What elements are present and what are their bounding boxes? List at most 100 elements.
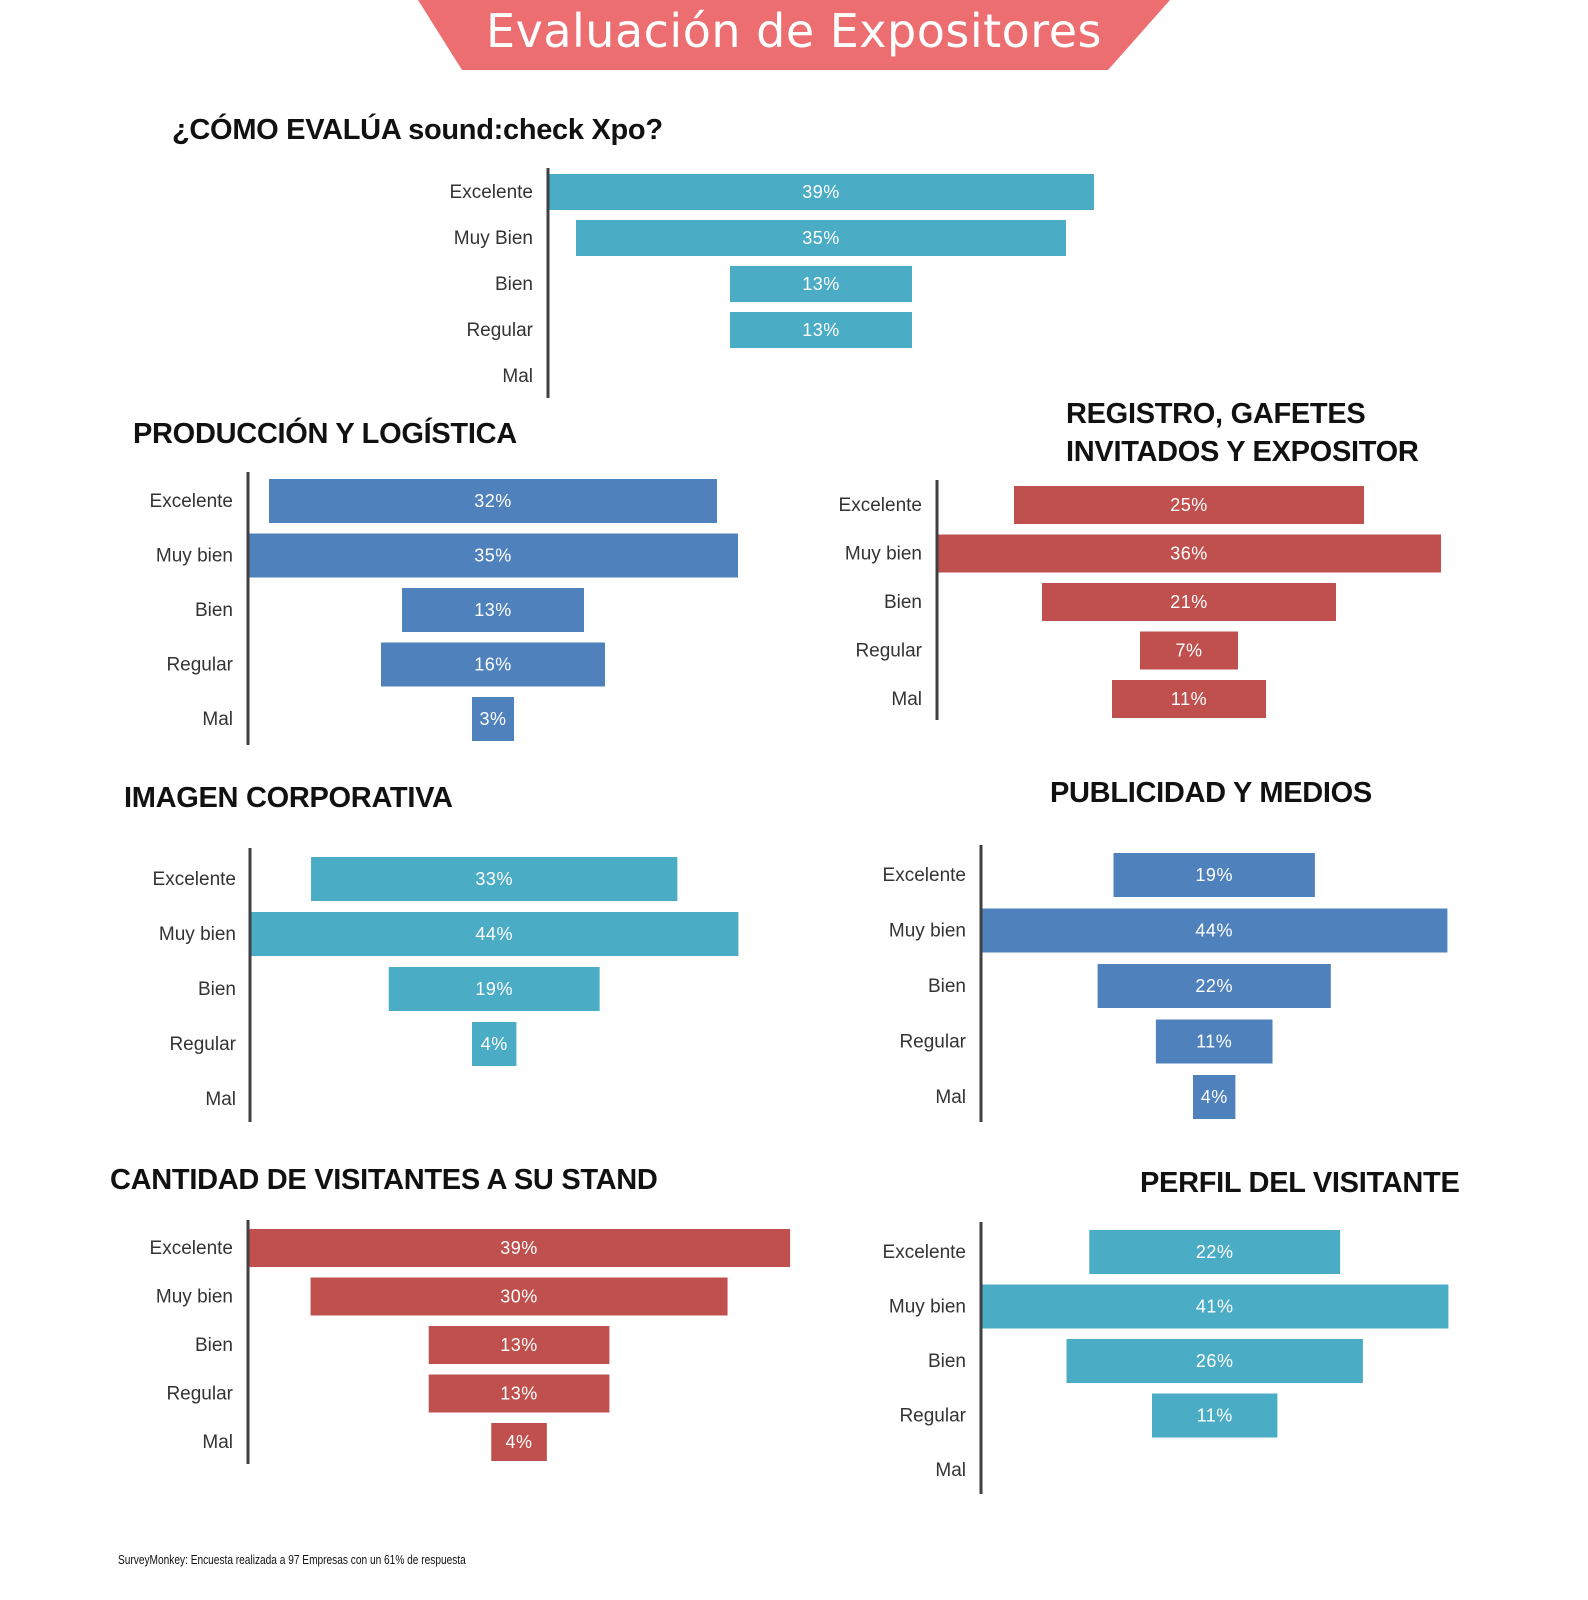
- category-label: Muy bien: [845, 544, 922, 565]
- bar: [428, 1326, 610, 1364]
- data-label: 25%: [1170, 495, 1208, 515]
- data-label: 30%: [500, 1287, 538, 1307]
- data-label: 35%: [474, 546, 512, 566]
- data-label: 22%: [1195, 976, 1233, 996]
- data-label: 4%: [506, 1432, 533, 1452]
- bar: [1140, 631, 1238, 670]
- data-label: 13%: [802, 274, 840, 294]
- chart-title-registro-line2: INVITADOS Y EXPOSITOR: [1066, 436, 1419, 468]
- bar: [1089, 1230, 1341, 1274]
- bar: [1097, 964, 1331, 1008]
- bar: [730, 312, 912, 348]
- data-label: 11%: [1197, 1406, 1233, 1426]
- bar: [1152, 1393, 1278, 1438]
- data-label: 44%: [1195, 921, 1233, 941]
- bar: [981, 908, 1448, 953]
- bar: [981, 1284, 1449, 1329]
- data-label: 19%: [1195, 865, 1233, 885]
- data-label: 3%: [479, 709, 506, 729]
- banner-shape: [418, 0, 1170, 70]
- category-label: Excelente: [450, 182, 533, 203]
- bar: [1014, 486, 1364, 524]
- bar: [1066, 1339, 1363, 1383]
- category-label: Bien: [884, 592, 922, 613]
- data-label: 35%: [802, 228, 840, 248]
- data-label: 22%: [1196, 1242, 1234, 1262]
- bar: [388, 967, 600, 1011]
- chart-title-visitantes: CANTIDAD DE VISITANTES A SU STAND: [110, 1164, 658, 1196]
- data-label: 32%: [474, 491, 512, 511]
- chart-title-produccion: PRODUCCIÓN Y LOGÍSTICA: [133, 418, 517, 450]
- chart-title-registro-line1: REGISTRO, GAFETES: [1066, 398, 1366, 430]
- bar: [248, 1229, 791, 1267]
- bar: [310, 1277, 728, 1316]
- category-label: Excelente: [150, 491, 233, 512]
- category-label: Bien: [928, 1351, 966, 1372]
- category-label: Excelente: [883, 1242, 966, 1263]
- bar: [937, 534, 1441, 573]
- category-label: Bien: [198, 979, 236, 1000]
- chart-title-publicidad: PUBLICIDAD Y MEDIOS: [1050, 777, 1372, 809]
- data-label: 11%: [1171, 689, 1207, 709]
- data-label: 7%: [1175, 641, 1202, 661]
- category-label: Regular: [466, 320, 533, 341]
- chart-title-perfil: PERFIL DEL VISITANTE: [1140, 1167, 1460, 1199]
- bar: [730, 266, 912, 302]
- category-label: Muy bien: [156, 546, 233, 567]
- category-label: Mal: [891, 689, 922, 710]
- category-label: Regular: [166, 655, 233, 676]
- data-label: 41%: [1196, 1297, 1234, 1317]
- bar: [248, 533, 738, 578]
- data-label: 26%: [1196, 1351, 1234, 1371]
- chart-title-imagen: IMAGEN CORPORATIVA: [124, 782, 453, 814]
- category-label: Excelente: [839, 495, 922, 516]
- category-label: Mal: [935, 1087, 966, 1108]
- data-label: 4%: [1201, 1087, 1228, 1107]
- category-label: Muy bien: [889, 921, 966, 942]
- category-label: Bien: [495, 274, 533, 295]
- category-label: Regular: [166, 1384, 233, 1405]
- data-label: 13%: [802, 320, 840, 340]
- data-label: 39%: [802, 182, 840, 202]
- data-label: 21%: [1170, 592, 1208, 612]
- category-label: Muy Bien: [454, 228, 533, 249]
- chart-title-general: ¿CÓMO EVALÚA sound:check Xpo?: [172, 114, 663, 146]
- bar: [1112, 680, 1266, 718]
- bar: [1113, 853, 1315, 897]
- category-label: Muy bien: [159, 924, 236, 945]
- bar: [250, 912, 739, 956]
- data-label: 16%: [474, 655, 512, 675]
- data-label: 36%: [1170, 544, 1208, 564]
- bar: [491, 1423, 547, 1461]
- category-label: Muy bien: [889, 1297, 966, 1318]
- bar: [381, 642, 605, 687]
- data-label: 19%: [475, 979, 513, 999]
- category-label: Muy bien: [156, 1287, 233, 1308]
- bar: [1155, 1019, 1273, 1064]
- category-label: Excelente: [883, 865, 966, 886]
- data-label: 13%: [500, 1384, 538, 1404]
- data-label: 33%: [475, 869, 513, 889]
- bar: [576, 220, 1066, 256]
- data-label: 13%: [474, 600, 512, 620]
- category-label: Regular: [899, 1406, 966, 1427]
- page-title: Evaluación de Expositores: [486, 4, 1102, 58]
- data-label: 39%: [500, 1238, 538, 1258]
- bar: [269, 479, 717, 523]
- data-label: 11%: [1196, 1032, 1232, 1052]
- bar: [428, 1374, 610, 1413]
- category-label: Regular: [855, 641, 922, 662]
- category-label: Regular: [899, 1032, 966, 1053]
- data-label: 4%: [481, 1034, 508, 1054]
- bar: [472, 1022, 517, 1066]
- category-label: Mal: [502, 366, 533, 387]
- category-label: Bien: [195, 600, 233, 621]
- bar: [472, 697, 514, 741]
